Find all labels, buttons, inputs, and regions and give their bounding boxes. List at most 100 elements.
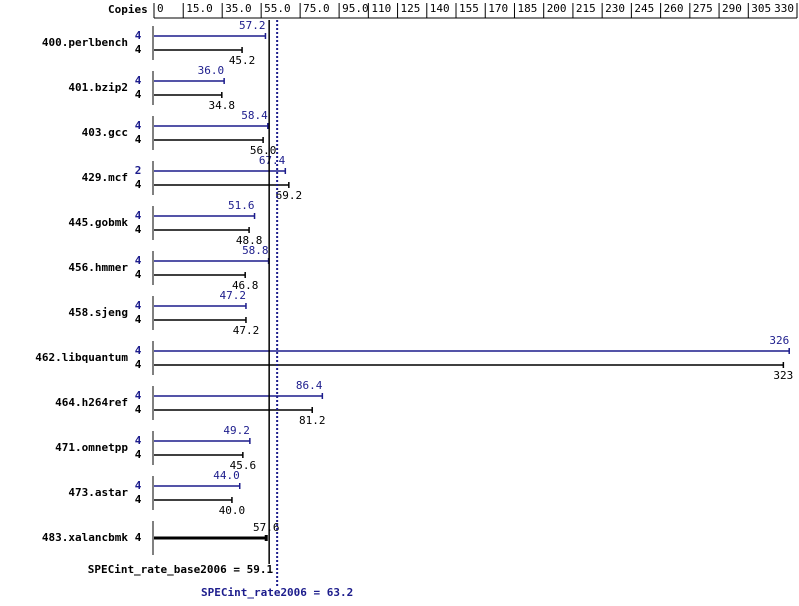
bar xyxy=(154,407,313,413)
x-tick-label: 170 xyxy=(488,2,508,15)
bar xyxy=(154,92,223,98)
x-tick-label: 35.0 xyxy=(225,2,252,15)
bar xyxy=(154,317,247,323)
copies-label: 4 xyxy=(135,403,142,416)
bar xyxy=(154,393,324,399)
category-label: 473.astar xyxy=(68,486,128,499)
bar xyxy=(154,227,250,233)
category-label: 462.libquantum xyxy=(35,351,128,364)
copies-label: 4 xyxy=(135,223,142,236)
value-label: 48.8 xyxy=(236,234,263,247)
copies-label: 4 xyxy=(135,43,142,56)
x-tick-label: 185 xyxy=(517,2,537,15)
copies-label: 4 xyxy=(135,29,142,42)
bar xyxy=(154,78,225,84)
category-label: 403.gcc xyxy=(82,126,128,139)
bar xyxy=(154,452,244,458)
category-label: 401.bzip2 xyxy=(68,81,128,94)
value-label: 47.2 xyxy=(233,324,260,337)
copies-label: 4 xyxy=(135,299,142,312)
value-label: 58.4 xyxy=(241,109,268,122)
copies-label: 4 xyxy=(135,493,142,506)
copies-label: 4 xyxy=(135,178,142,191)
bar xyxy=(154,303,247,309)
value-label: 58.8 xyxy=(242,244,269,257)
x-tick-label: 215 xyxy=(576,2,596,15)
x-tick-label: 305 xyxy=(751,2,771,15)
category-label: 471.omnetpp xyxy=(55,441,128,454)
copies-label: 4 xyxy=(135,88,142,101)
category-label: 445.gobmk xyxy=(68,216,128,229)
bar xyxy=(154,137,264,143)
copies-label: 4 xyxy=(135,531,142,544)
x-tick-label: 55.0 xyxy=(264,2,291,15)
x-tick-label: 140 xyxy=(430,2,450,15)
value-label: 44.0 xyxy=(213,469,240,482)
copies-label: 4 xyxy=(135,133,142,146)
x-tick-label: 125 xyxy=(401,2,421,15)
x-tick-label: 200 xyxy=(547,2,567,15)
copies-label: 2 xyxy=(135,164,142,177)
copies-label: 4 xyxy=(135,448,142,461)
copies-label: 4 xyxy=(135,358,142,371)
value-label: 81.2 xyxy=(299,414,326,427)
copies-label: 4 xyxy=(135,344,142,357)
bar xyxy=(154,182,290,188)
x-tick-label: 330 xyxy=(774,2,794,15)
value-label: 40.0 xyxy=(219,504,246,517)
copies-label: 4 xyxy=(135,268,142,281)
value-label: 45.2 xyxy=(229,54,256,67)
reference-label: SPECint_rate_base2006 = 59.1 xyxy=(88,563,274,576)
value-label: 323 xyxy=(773,369,793,382)
bar xyxy=(154,483,241,489)
x-tick-label: 110 xyxy=(371,2,391,15)
value-label: 46.8 xyxy=(232,279,259,292)
x-tick-label: 155 xyxy=(459,2,479,15)
bar xyxy=(154,362,785,368)
copies-label: 4 xyxy=(135,119,142,132)
value-label: 67.4 xyxy=(259,154,286,167)
category-label: 400.perlbench xyxy=(42,36,128,49)
copies-label: 4 xyxy=(135,434,142,447)
value-label: 86.4 xyxy=(296,379,323,392)
bar xyxy=(154,535,268,541)
bar xyxy=(154,213,256,219)
value-label: 57.6 xyxy=(253,521,280,534)
copies-label: 4 xyxy=(135,313,142,326)
copies-label: 4 xyxy=(135,389,142,402)
category-label: 464.h264ref xyxy=(55,396,128,409)
x-tick-label: 75.0 xyxy=(303,2,330,15)
bar xyxy=(154,497,233,503)
value-label: 47.2 xyxy=(219,289,246,302)
bar xyxy=(154,168,287,174)
x-tick-label: 260 xyxy=(664,2,684,15)
category-label: 483.xalancbmk xyxy=(42,531,128,544)
bar xyxy=(154,47,243,53)
category-label: 456.hmmer xyxy=(68,261,128,274)
value-label: 51.6 xyxy=(228,199,255,212)
category-label: 458.sjeng xyxy=(68,306,128,319)
x-tick-label: 275 xyxy=(693,2,713,15)
bar xyxy=(154,348,790,354)
bar xyxy=(154,33,267,39)
value-label: 45.6 xyxy=(230,459,257,472)
value-label: 36.0 xyxy=(198,64,225,77)
bar xyxy=(154,272,246,278)
copies-label: 4 xyxy=(135,479,142,492)
x-tick-label: 290 xyxy=(722,2,742,15)
bar xyxy=(154,438,251,444)
axis-title: Copies xyxy=(108,3,148,16)
copies-label: 4 xyxy=(135,209,142,222)
value-label: 69.2 xyxy=(276,189,303,202)
copies-label: 4 xyxy=(135,74,142,87)
bar xyxy=(154,123,269,129)
x-tick-label: 230 xyxy=(605,2,625,15)
reference-label: SPECint_rate2006 = 63.2 xyxy=(201,586,353,599)
category-label: 429.mcf xyxy=(82,171,128,184)
value-label: 34.8 xyxy=(209,99,236,112)
x-tick-label: 245 xyxy=(634,2,654,15)
value-label: 326 xyxy=(769,334,789,347)
x-tick-label: 15.0 xyxy=(186,2,213,15)
